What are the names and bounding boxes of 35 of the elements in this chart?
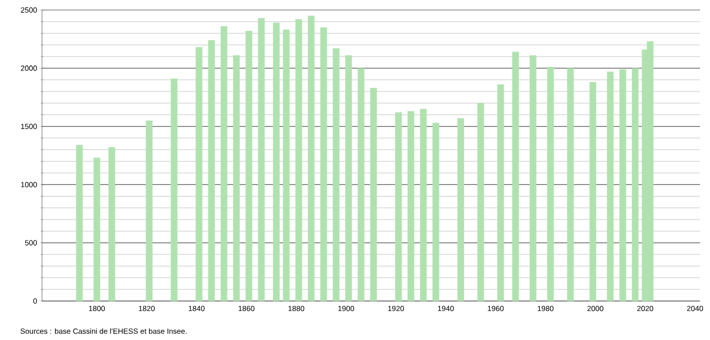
bar (76, 144, 83, 302)
bar (320, 27, 327, 302)
bar (477, 103, 484, 302)
bar (512, 52, 519, 302)
bar (370, 88, 377, 302)
bar (246, 30, 252, 302)
bar (567, 68, 574, 302)
bar (146, 120, 153, 302)
bar (332, 48, 340, 302)
bar (295, 19, 302, 302)
bar (619, 69, 626, 302)
bar (632, 68, 639, 302)
bar (420, 108, 427, 302)
bar (220, 26, 228, 302)
bar (272, 22, 280, 302)
bar (345, 55, 352, 302)
bar (606, 72, 614, 302)
bar (233, 55, 240, 302)
bar (170, 78, 178, 302)
bar (108, 147, 116, 302)
bar (308, 16, 315, 302)
bar (547, 66, 554, 302)
bar (530, 55, 536, 302)
bar (208, 40, 215, 302)
bar (358, 68, 364, 302)
bar (395, 112, 402, 302)
bar (282, 30, 290, 302)
bar (94, 158, 100, 302)
bar (408, 111, 414, 302)
bar (590, 82, 596, 302)
bar (196, 47, 202, 302)
bar (497, 84, 504, 302)
bar (457, 118, 464, 302)
bar (258, 18, 265, 302)
bar (432, 122, 440, 302)
